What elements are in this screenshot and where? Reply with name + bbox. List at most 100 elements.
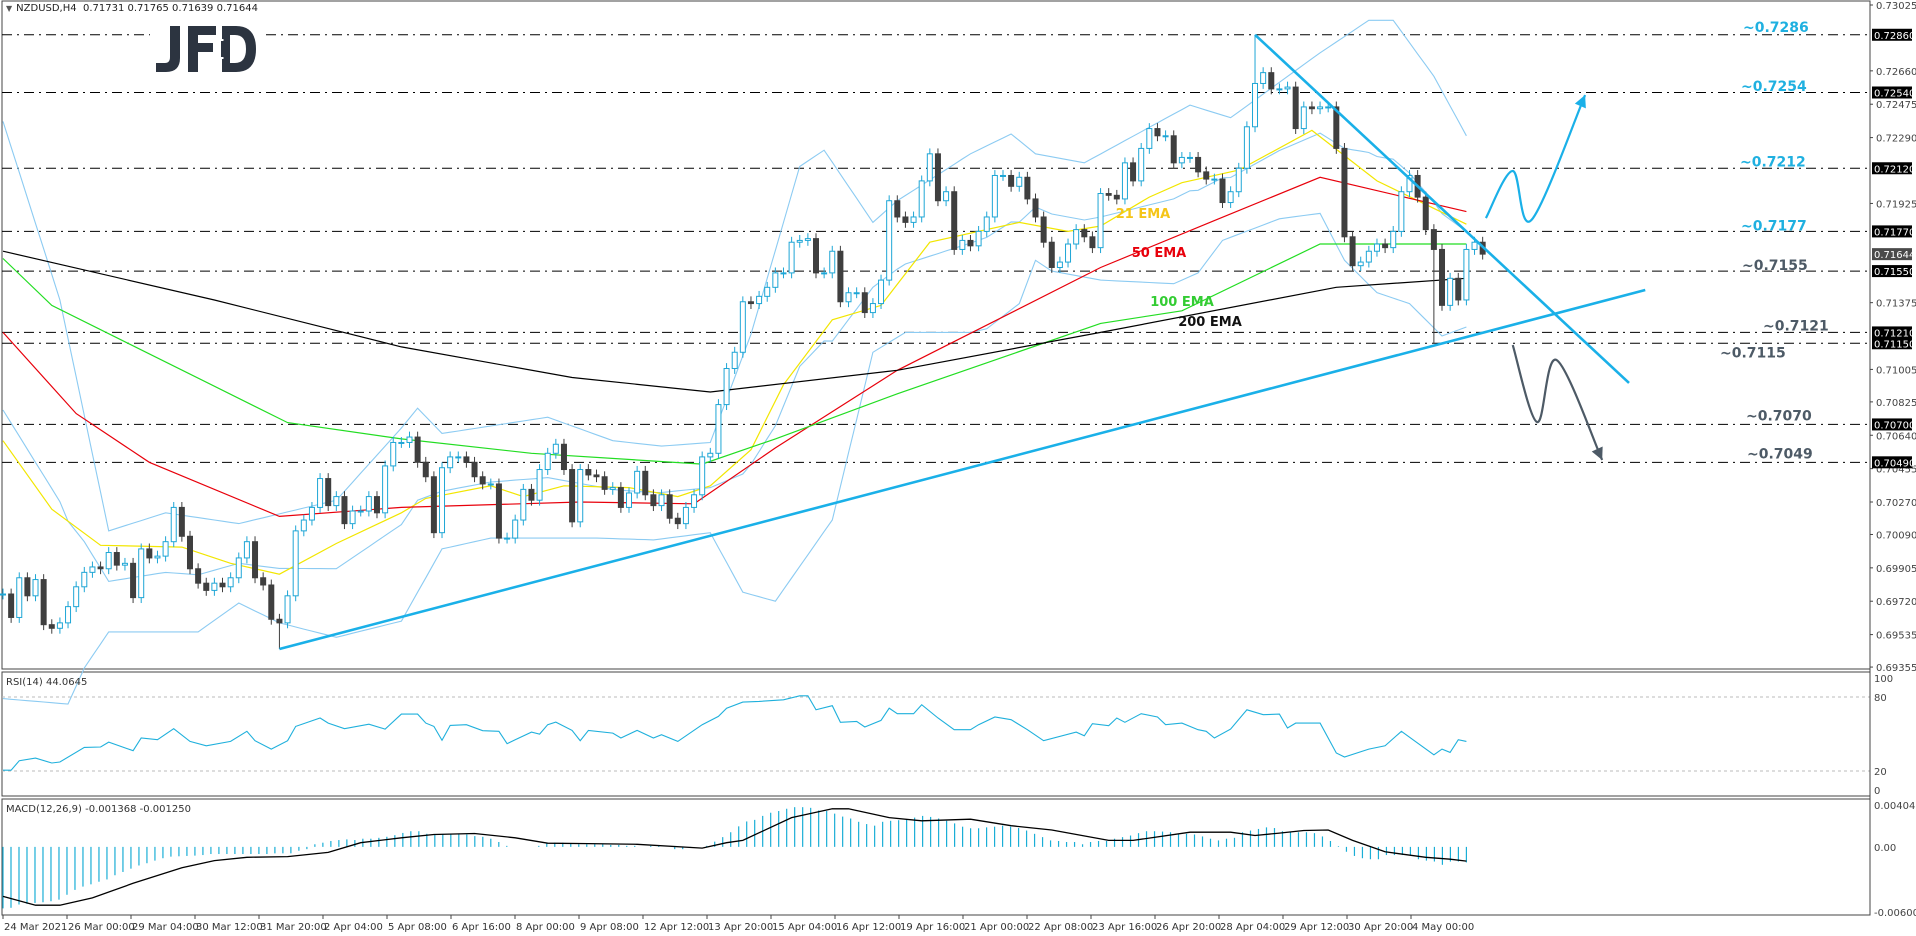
candle [601, 471, 608, 495]
candle [983, 211, 990, 237]
candle-body [40, 579, 47, 626]
candle [97, 561, 104, 575]
candles [0, 34, 1486, 650]
time-tick-label: 4 May 00:00 [1412, 922, 1474, 933]
candle [926, 148, 933, 187]
candle [642, 465, 649, 501]
candle [544, 447, 551, 475]
candle-body [235, 557, 242, 579]
price-tick-label: 0.71375 [1876, 299, 1916, 310]
candle [894, 195, 901, 223]
candle-body [447, 456, 454, 469]
candle [382, 460, 389, 519]
candle-body [463, 456, 470, 463]
candle-body [999, 174, 1006, 177]
candle [186, 530, 193, 575]
candle [918, 175, 925, 223]
price-tick-label: 0.71005 [1876, 365, 1916, 376]
candle [512, 514, 519, 544]
candle-body [520, 488, 527, 521]
candle [1162, 130, 1169, 142]
candle [1081, 224, 1088, 243]
level-label: ~0.7254 [1741, 79, 1807, 95]
candle-body [89, 566, 96, 573]
candle [1113, 189, 1120, 205]
level-price-box [1872, 337, 1912, 350]
rsi-line [3, 695, 1467, 771]
candle [1016, 171, 1023, 192]
candle-body [1252, 82, 1259, 128]
candle-body [1040, 216, 1047, 243]
candle-body [609, 487, 616, 490]
symbol-timeframe: NZDUSD,H4 [16, 3, 77, 14]
candle-body [357, 510, 364, 513]
candle-body [959, 239, 966, 250]
level-price-box [1872, 162, 1912, 175]
candle-body [1235, 167, 1242, 193]
candle-body [341, 496, 348, 525]
time-tick-label: 21 Apr 00:00 [964, 922, 1029, 933]
price-tick-label: 0.70640 [1876, 431, 1916, 442]
candle-body [56, 622, 63, 629]
level-price-box [1872, 225, 1912, 238]
candle [991, 170, 998, 223]
collapse-triangle-icon[interactable]: ▼ [6, 4, 13, 13]
candle [227, 572, 234, 593]
candle-body [894, 200, 901, 218]
candle [1276, 83, 1283, 95]
candle-body [1317, 106, 1324, 110]
candle-body [804, 238, 811, 241]
candle [32, 574, 39, 602]
candle-body [1284, 86, 1291, 90]
candle [1300, 101, 1307, 134]
candle-body [731, 351, 738, 370]
candle [1235, 162, 1242, 198]
candle [1073, 224, 1080, 250]
candle-body [1154, 128, 1161, 137]
candle-body [1365, 250, 1372, 263]
candle-body [1341, 147, 1348, 238]
macd-tick-label: 0.004043 [1874, 801, 1916, 812]
candle-body [926, 153, 933, 182]
time-tick-label: 29 Apr 12:00 [1284, 922, 1349, 933]
candle [1227, 186, 1234, 208]
time-tick-label: 19 Apr 16:00 [900, 922, 965, 933]
candle-body [1406, 174, 1413, 193]
candle-body [495, 483, 502, 539]
candle [1422, 191, 1429, 236]
candle-body [1056, 261, 1063, 268]
price-tick-label: 0.69535 [1876, 631, 1916, 642]
price-tick-label: 0.70455 [1876, 465, 1916, 476]
candle-body [1016, 176, 1023, 187]
drawings: ~0.7286 ~0.7254 ~0.7212 ~0.7177 ~0.7155 ~0.71… [279, 20, 1829, 651]
candle [1365, 245, 1372, 268]
rsi-title: RSI(14) 44.0645 [6, 677, 88, 688]
candle [56, 617, 63, 634]
time-tick-label: 24 Mar 2021 [4, 922, 67, 933]
candle-body [1398, 191, 1405, 232]
candle [1186, 152, 1193, 163]
candle-body [707, 452, 714, 458]
candle [1357, 256, 1364, 272]
price-tick-label: 0.72475 [1876, 100, 1916, 111]
candle-body [203, 582, 210, 591]
candle [373, 491, 380, 519]
candle [260, 572, 267, 591]
candle [707, 447, 714, 463]
macd-pane [2, 807, 1468, 909]
candle-body [219, 582, 226, 588]
candle [536, 464, 543, 506]
level-price-label: 0.72860 [1874, 31, 1915, 42]
candle-body [390, 441, 397, 467]
candle-body [276, 618, 283, 624]
candle [1284, 81, 1291, 95]
candle-body [430, 476, 437, 534]
candle [48, 619, 55, 634]
candle-body [1300, 106, 1307, 130]
candle-body [105, 552, 112, 570]
candle-body [853, 292, 860, 295]
candle [398, 437, 405, 448]
candle [788, 236, 795, 279]
candle-body [1268, 72, 1275, 90]
candle [121, 557, 128, 571]
